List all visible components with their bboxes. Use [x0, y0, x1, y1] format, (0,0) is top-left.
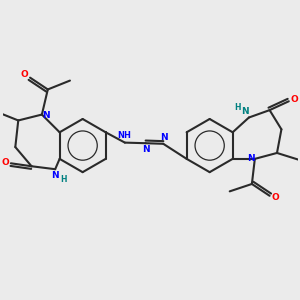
Text: H: H [60, 175, 67, 184]
Text: N: N [42, 111, 50, 120]
Text: N: N [242, 107, 249, 116]
Text: O: O [272, 193, 279, 202]
Text: NH: NH [117, 131, 131, 140]
Text: O: O [21, 70, 28, 79]
Text: N: N [160, 133, 168, 142]
Text: N: N [51, 171, 59, 180]
Text: N: N [247, 154, 254, 163]
Text: O: O [1, 158, 9, 167]
Text: O: O [291, 95, 298, 104]
Text: H: H [234, 103, 241, 112]
Text: N: N [142, 145, 150, 154]
